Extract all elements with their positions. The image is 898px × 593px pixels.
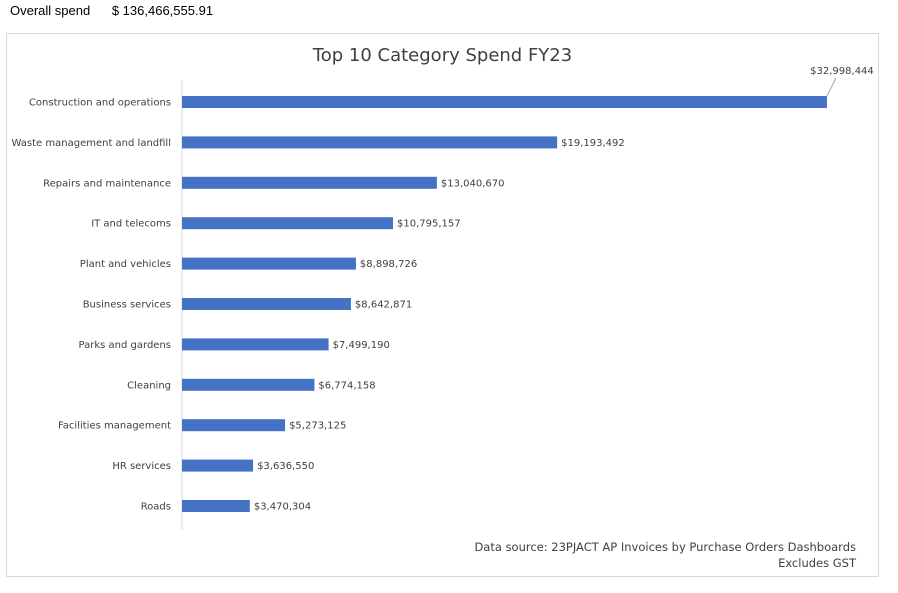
category-tick-label: Parks and gardens xyxy=(79,340,171,351)
gst-note: Excludes GST xyxy=(778,556,856,570)
bar[interactable] xyxy=(182,257,356,270)
data-label: $8,642,871 xyxy=(355,300,412,311)
data-label: $19,193,492 xyxy=(561,138,625,149)
category-tick-label: Construction and operations xyxy=(29,98,171,109)
category-tick-label: Repairs and maintenance xyxy=(43,178,171,189)
bar[interactable] xyxy=(182,500,250,512)
bar[interactable] xyxy=(182,217,393,230)
category-tick-label: Business services xyxy=(83,300,171,311)
chart-footnote: Data source: 23PJACT AP Invoices by Purc… xyxy=(474,539,856,571)
data-label: $8,898,726 xyxy=(360,259,417,270)
data-label-leader-line xyxy=(826,77,837,97)
overall-spend-label: Overall spend xyxy=(10,3,91,18)
bar[interactable] xyxy=(182,96,827,108)
bar[interactable] xyxy=(182,419,286,432)
bar[interactable] xyxy=(182,459,254,472)
data-label: $10,795,157 xyxy=(397,219,461,230)
data-label: $32,998,444 xyxy=(810,66,874,77)
data-source-note: Data source: 23PJACT AP Invoices by Purc… xyxy=(474,540,856,554)
data-label: $7,499,190 xyxy=(333,340,390,351)
data-label: $5,273,125 xyxy=(289,421,346,432)
category-tick-label: Waste management and landfill xyxy=(12,138,171,149)
category-tick-label: HR services xyxy=(112,461,171,472)
category-tick-label: Facilities management xyxy=(58,421,171,432)
category-tick-label: Roads xyxy=(141,502,171,513)
bar[interactable] xyxy=(182,136,558,149)
bar[interactable] xyxy=(182,176,437,189)
data-label: $3,636,550 xyxy=(257,461,314,472)
chart-area[interactable]: Top 10 Category Spend FY23 Construction … xyxy=(6,33,879,577)
data-label: $3,470,304 xyxy=(254,502,311,513)
category-tick-label: IT and telecoms xyxy=(91,219,171,230)
chart-title: Top 10 Category Spend FY23 xyxy=(312,45,573,66)
overall-spend-summary: Overall spend $ 136,466,555.91 xyxy=(10,3,213,18)
bar[interactable] xyxy=(182,378,315,391)
bar[interactable] xyxy=(182,338,329,351)
category-tick-label: Plant and vehicles xyxy=(80,259,171,270)
overall-spend-value: $ 136,466,555.91 xyxy=(111,3,214,18)
bar-chart-plot: Construction and operations $32,998,444 Wa… xyxy=(12,66,874,530)
data-label: $13,040,670 xyxy=(441,178,505,189)
category-tick-label: Cleaning xyxy=(127,380,171,391)
data-label: $6,774,158 xyxy=(318,380,375,391)
bar[interactable] xyxy=(182,298,351,310)
